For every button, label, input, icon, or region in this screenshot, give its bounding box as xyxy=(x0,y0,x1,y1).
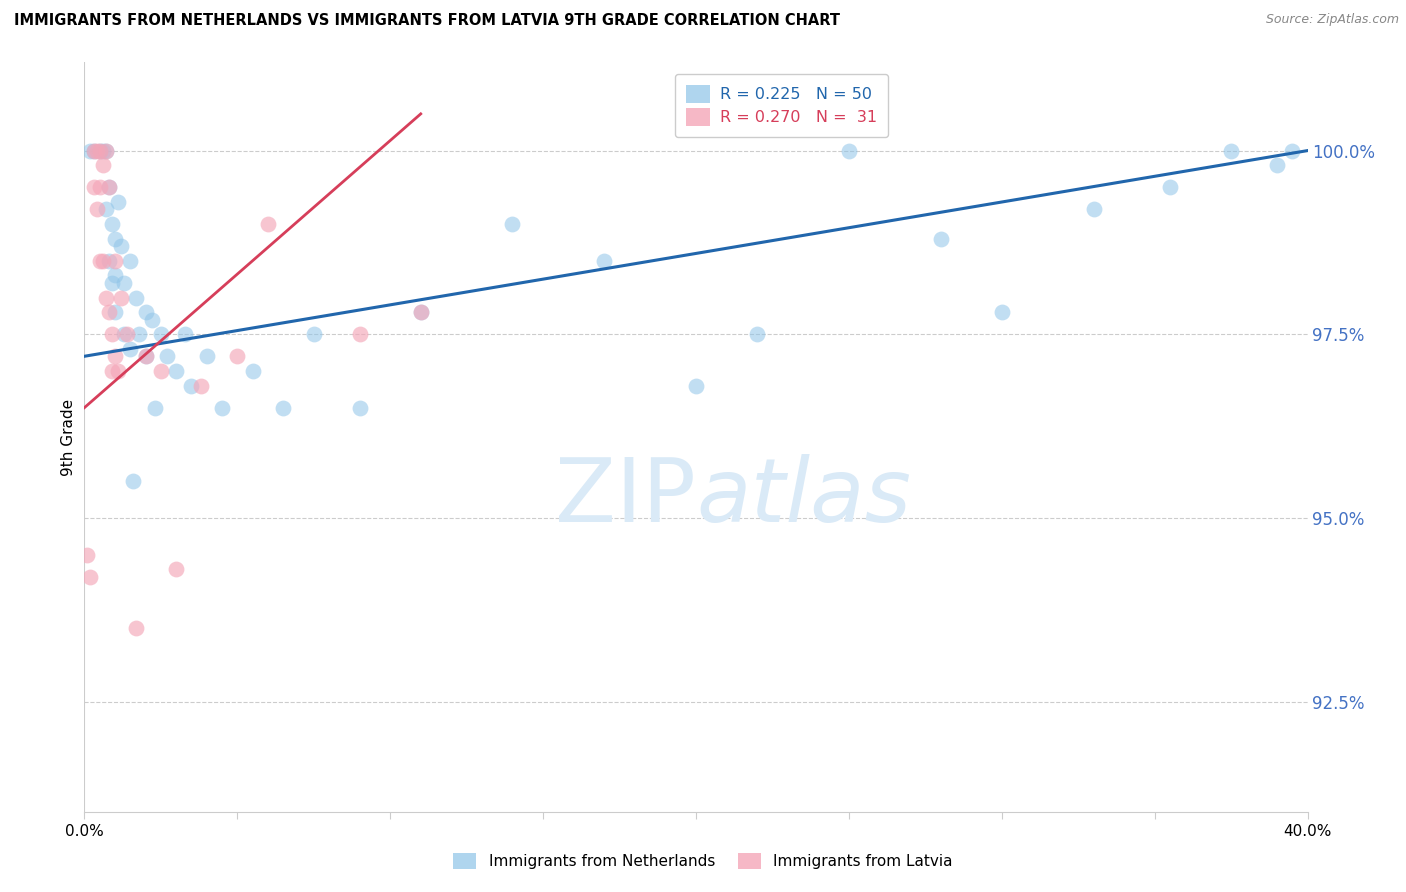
Legend: Immigrants from Netherlands, Immigrants from Latvia: Immigrants from Netherlands, Immigrants … xyxy=(447,847,959,875)
Text: IMMIGRANTS FROM NETHERLANDS VS IMMIGRANTS FROM LATVIA 9TH GRADE CORRELATION CHAR: IMMIGRANTS FROM NETHERLANDS VS IMMIGRANT… xyxy=(14,13,839,29)
Point xyxy=(94,202,117,217)
Point xyxy=(101,364,124,378)
Point xyxy=(86,144,108,158)
Point xyxy=(101,217,124,231)
Point xyxy=(1220,144,1243,158)
Point xyxy=(190,378,212,392)
Point xyxy=(125,291,148,305)
Text: ZIP: ZIP xyxy=(555,453,696,541)
Point xyxy=(122,474,145,488)
Point xyxy=(141,312,163,326)
Point xyxy=(83,180,105,194)
Point xyxy=(838,144,860,158)
Legend: R = 0.225   N = 50, R = 0.270   N =  31: R = 0.225 N = 50, R = 0.270 N = 31 xyxy=(675,74,889,137)
Point xyxy=(195,349,218,363)
Point xyxy=(991,305,1014,319)
Point xyxy=(165,364,187,378)
Point xyxy=(112,327,135,342)
Point xyxy=(242,364,264,378)
Point xyxy=(94,144,117,158)
Point xyxy=(112,276,135,290)
Text: atlas: atlas xyxy=(696,454,911,540)
Point xyxy=(107,194,129,209)
Point xyxy=(1083,202,1105,217)
Point xyxy=(101,327,124,342)
Point xyxy=(135,349,157,363)
Point xyxy=(104,349,127,363)
Point xyxy=(110,239,132,253)
Point xyxy=(302,327,325,342)
Point xyxy=(929,232,952,246)
Point xyxy=(180,378,202,392)
Y-axis label: 9th Grade: 9th Grade xyxy=(60,399,76,475)
Point xyxy=(257,217,280,231)
Point xyxy=(94,291,117,305)
Point xyxy=(91,158,114,172)
Point xyxy=(120,342,142,356)
Point xyxy=(502,217,524,231)
Point xyxy=(107,364,129,378)
Point xyxy=(120,253,142,268)
Point xyxy=(1281,144,1303,158)
Point xyxy=(156,349,179,363)
Point xyxy=(1265,158,1288,172)
Point xyxy=(101,276,124,290)
Point xyxy=(94,144,117,158)
Point xyxy=(593,253,616,268)
Point xyxy=(125,621,148,635)
Point xyxy=(104,232,127,246)
Point xyxy=(83,144,105,158)
Point xyxy=(128,327,150,342)
Point xyxy=(1159,180,1181,194)
Point xyxy=(79,569,101,583)
Point xyxy=(97,253,120,268)
Point xyxy=(97,180,120,194)
Point xyxy=(91,144,114,158)
Point xyxy=(211,401,233,415)
Point xyxy=(83,144,105,158)
Point xyxy=(747,327,769,342)
Point xyxy=(79,144,101,158)
Point xyxy=(89,144,111,158)
Point xyxy=(76,548,98,562)
Point xyxy=(226,349,249,363)
Point xyxy=(271,401,294,415)
Point xyxy=(135,349,157,363)
Point xyxy=(97,305,120,319)
Point xyxy=(97,180,120,194)
Point xyxy=(165,562,187,576)
Point xyxy=(104,253,127,268)
Point xyxy=(115,327,138,342)
Point xyxy=(349,401,371,415)
Point xyxy=(104,305,127,319)
Point xyxy=(91,253,114,268)
Point xyxy=(149,364,172,378)
Point xyxy=(149,327,172,342)
Point xyxy=(110,291,132,305)
Point xyxy=(409,305,432,319)
Text: Source: ZipAtlas.com: Source: ZipAtlas.com xyxy=(1265,13,1399,27)
Point xyxy=(89,144,111,158)
Point xyxy=(104,268,127,283)
Point xyxy=(409,305,432,319)
Point xyxy=(685,378,707,392)
Point xyxy=(349,327,371,342)
Point xyxy=(89,253,111,268)
Point xyxy=(135,305,157,319)
Point xyxy=(86,202,108,217)
Point xyxy=(89,180,111,194)
Point xyxy=(143,401,166,415)
Point xyxy=(174,327,197,342)
